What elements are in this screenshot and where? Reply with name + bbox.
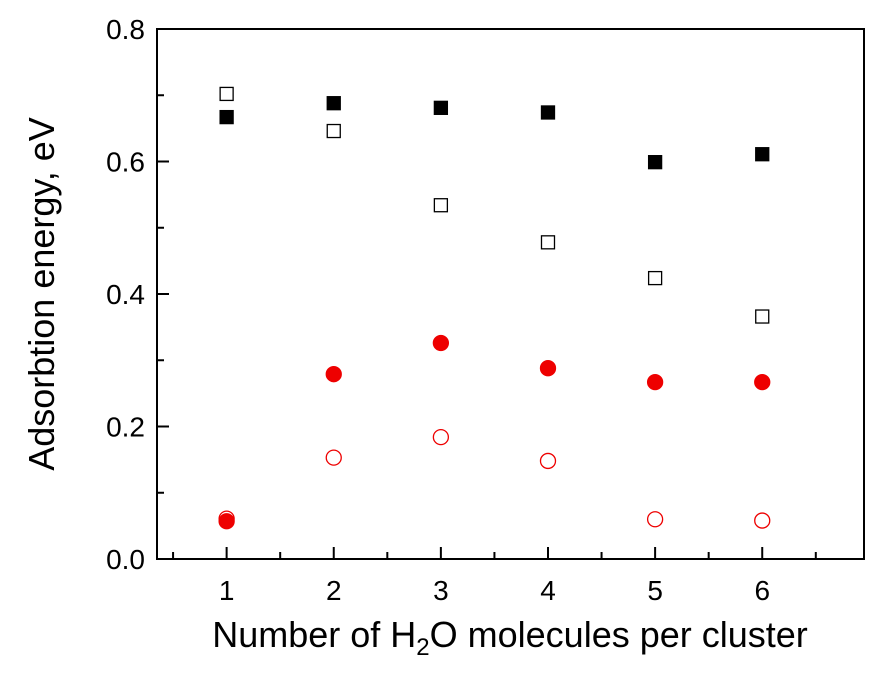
point-square-open — [755, 309, 770, 324]
point-circle-open — [432, 428, 450, 446]
x-axis-label: Number of H2O molecules per cluster — [212, 614, 808, 661]
y-tick-label: 0.6 — [106, 147, 145, 178]
x-axis-label-part-2: O molecules per cluster — [430, 614, 808, 655]
point-circle-open — [754, 512, 771, 529]
data-points — [218, 86, 771, 530]
x-tick-label: 3 — [433, 575, 449, 606]
x-axis-label-subscript: 2 — [416, 634, 429, 661]
x-tick-label: 5 — [647, 575, 663, 606]
point-square-open — [540, 235, 556, 250]
plot-frame — [156, 28, 865, 560]
x-axis-label-part-1: Number of H — [212, 614, 416, 655]
point-square-filled — [540, 105, 556, 120]
x-tick-label: 4 — [540, 575, 556, 606]
point-square-filled — [433, 100, 449, 115]
point-square-open — [219, 86, 234, 102]
y-axis-label: Adsorbtion energy, eV — [21, 117, 62, 471]
point-circle-filled — [754, 373, 771, 391]
point-circle-open — [539, 452, 557, 470]
y-axis-ticks: 0.0 0.2 0.4 0.6 0.8 — [106, 14, 169, 575]
x-tick-label: 2 — [326, 575, 342, 606]
point-circle-filled — [432, 334, 450, 352]
point-square-open — [433, 198, 449, 213]
point-square-filled — [326, 96, 341, 111]
point-circle-open — [218, 510, 235, 527]
point-square-open — [326, 123, 341, 139]
point-circle-filled — [646, 373, 664, 391]
point-circle-filled — [539, 360, 557, 377]
y-tick-label: 0.8 — [106, 14, 145, 45]
point-circle-open — [325, 449, 342, 466]
point-square-filled — [647, 155, 663, 170]
y-tick-label: 0.4 — [106, 279, 145, 310]
x-tick-label: 6 — [754, 575, 770, 606]
y-tick-label: 0.0 — [106, 544, 145, 575]
x-axis-ticks: 1 2 3 4 5 6 — [172, 547, 817, 606]
point-circle-filled — [325, 366, 342, 383]
point-square-filled — [219, 109, 234, 125]
point-square-open — [647, 270, 663, 286]
x-tick-label: 1 — [219, 575, 235, 606]
point-square-filled — [755, 147, 770, 162]
y-tick-label: 0.2 — [106, 412, 145, 443]
point-circle-open — [646, 511, 664, 528]
